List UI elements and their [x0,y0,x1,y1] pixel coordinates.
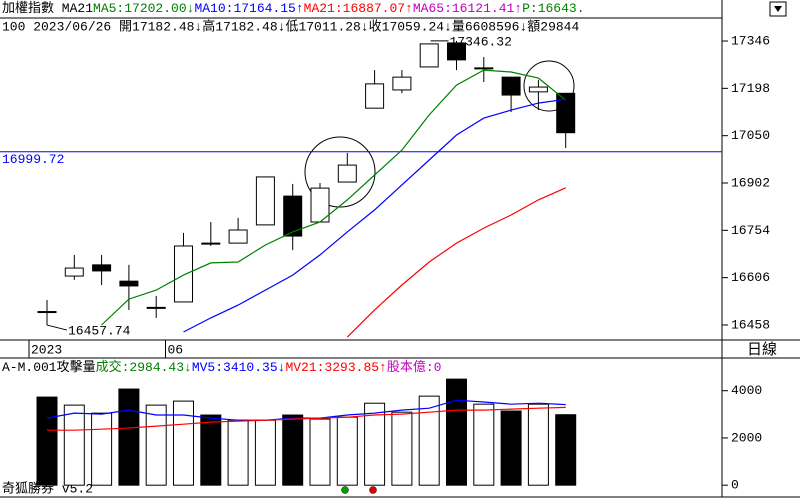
volume-bar [391,411,413,486]
x-tick-label: 06 [168,342,184,357]
candle-body [528,86,548,93]
volume-bar [473,403,495,486]
volume-bar [200,414,222,486]
candle-body [556,92,576,134]
signal-dot [369,486,377,494]
annotation-circle [523,60,575,112]
legend-entry: 加權指數 MA21 [2,1,93,16]
candle-body [419,43,439,68]
volume-bar [91,412,113,486]
legend-entry: MA10:17164.15↑ [194,1,303,16]
volume-bar [364,402,386,486]
candle-body [119,280,139,287]
volume-bar [555,414,577,486]
candle-body [283,195,303,237]
legend-entry: P:16643. [522,1,584,16]
ma-line [346,187,566,338]
candle-body [501,76,521,96]
y-tick-label: 16606 [731,270,770,285]
legend-entry: 成交:2984.43↓ [96,359,192,375]
info-line: 100 2023/06/26 開17182.48↓高17182.48↓低1701… [2,18,579,34]
volume-bar [336,416,358,486]
ma-line [101,69,567,326]
candle-body [337,164,357,183]
period-label: 日線 [747,341,777,359]
y-tick-label: 16458 [731,317,770,332]
volume-bar [173,400,194,486]
y-tick-label: 16902 [731,175,770,190]
y-tick-label: 17346 [731,33,770,48]
candle-body [474,67,494,70]
y-tick-label: 2000 [731,430,762,445]
signal-dot [341,486,349,494]
candle-body [228,229,248,244]
legend-entry: 股本億:0 [387,359,442,375]
volume-bar [309,418,331,486]
y-tick-label: 17050 [731,128,770,143]
menu-arrow [774,6,782,12]
candle-body [92,264,112,272]
legend: 加權指數 MA21MA5:17202.00↓MA10:17164.15↑MA21… [2,1,585,16]
candle-body [255,176,275,226]
low-pointer [46,324,68,331]
legend-entry: A-M.001攻擊量 [2,359,96,375]
legend: A-M.001攻擊量成交:2984.43↓MV5:3410.35↓MV21:32… [2,359,441,375]
y-tick-label: 0 [731,478,739,493]
y-tick-label: 16754 [731,223,770,238]
high-label: 17346.32 [450,34,512,49]
candle-body [365,83,385,109]
volume-bar [500,410,522,486]
volume-bar [63,404,85,486]
candle-body [201,242,221,245]
annotation-circle [304,136,376,208]
legend-entry: MV21:3293.85↑ [285,360,386,375]
legend-entry: MA65:16121.41↑ [413,1,522,16]
y-tick-label: 4000 [731,383,762,398]
ma-line [47,406,566,431]
candle-body [64,267,84,277]
volume-bar [527,403,549,486]
y-tick-label: 17198 [731,81,770,96]
volume-bar [282,414,304,486]
volume-bar [418,395,440,486]
candle-body [447,42,466,61]
low-label: 16457.74 [68,323,131,338]
candle-body [392,76,412,91]
candle-body [146,306,166,309]
legend-entry: MA5:17202.00↓ [93,1,194,16]
volume-bar [227,419,249,486]
candle-body [37,311,57,314]
x-tick-label: 2023 [31,342,62,357]
volume-bar [254,419,276,486]
plot-area [37,40,576,326]
volume-bar [36,396,58,486]
volume-bar [118,388,140,486]
volume-bar [145,404,167,486]
legend-entry: MV5:3410.35↓ [192,360,286,375]
reference-label: 16999.72 [2,152,64,167]
candle-body [174,245,193,303]
volume-bar [446,378,467,486]
legend-entry: MA21:16887.07↑ [304,1,413,16]
ma-line [183,98,566,333]
